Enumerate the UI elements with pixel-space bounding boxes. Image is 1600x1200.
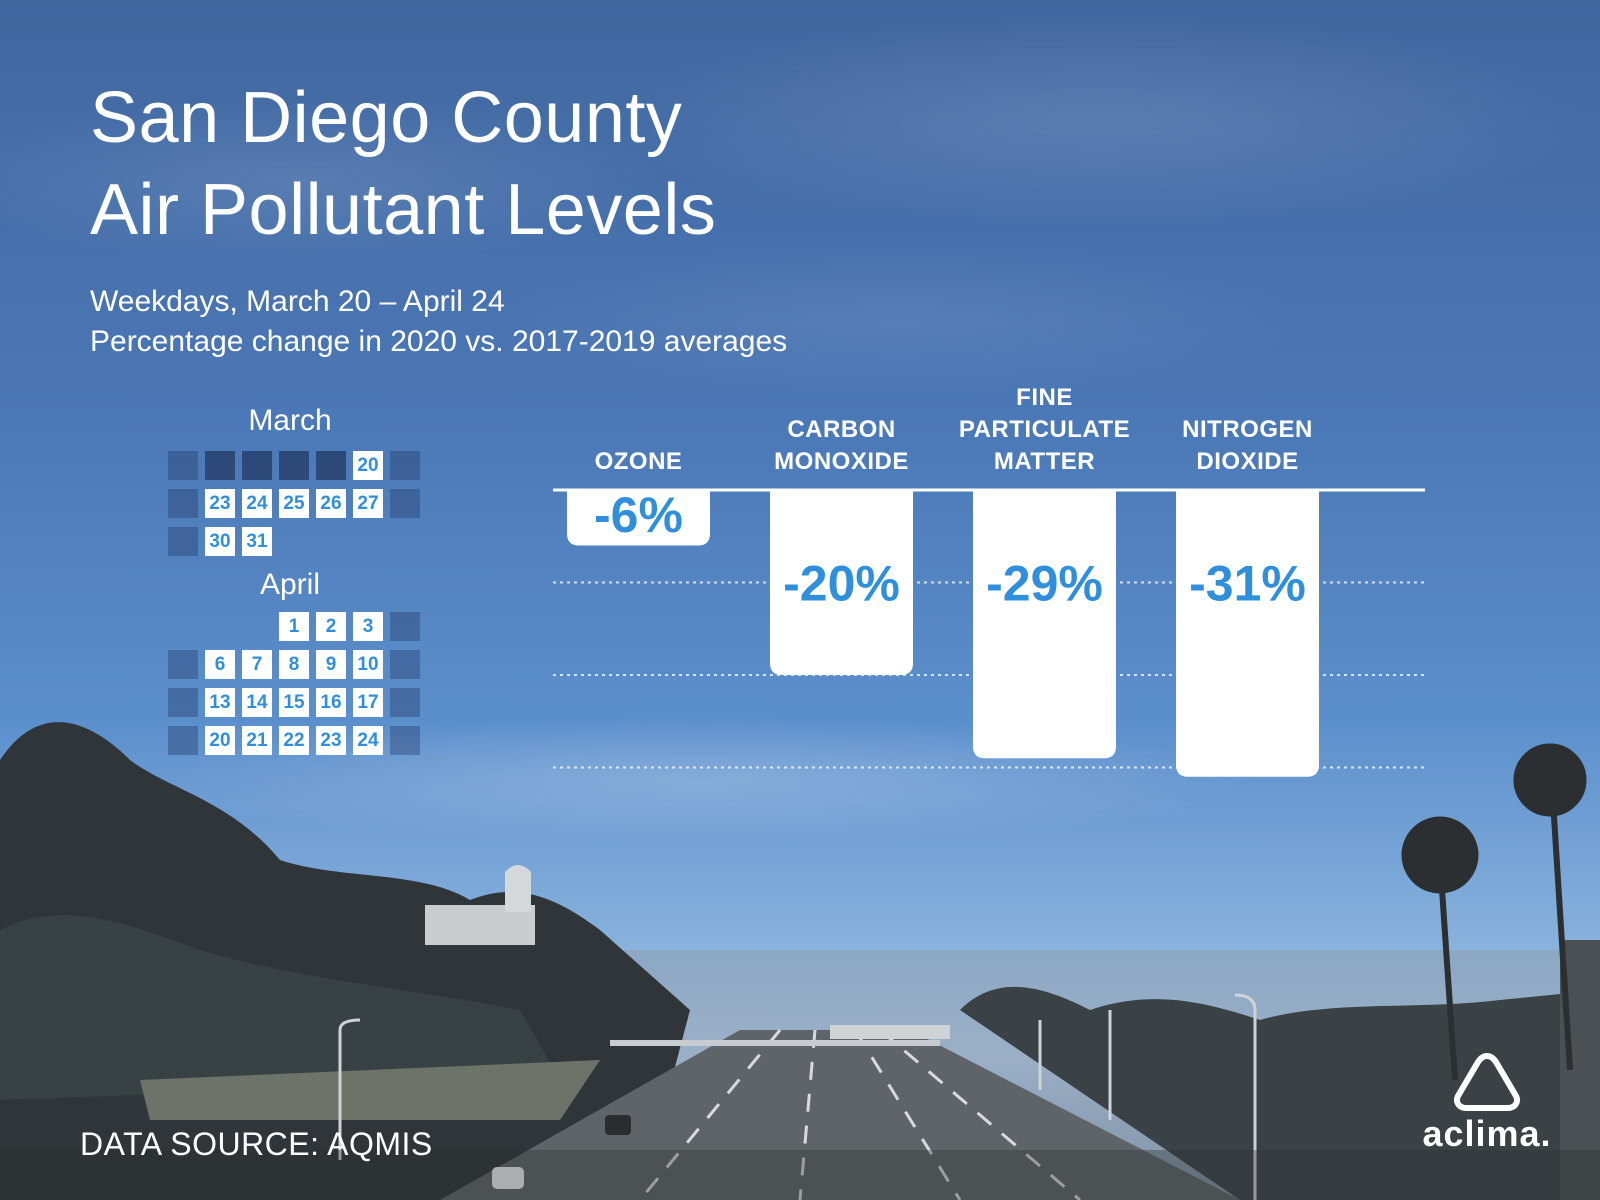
car	[492, 1167, 524, 1189]
calendar-day: 24	[353, 726, 383, 755]
rounded-triangle-icon	[1454, 1053, 1520, 1111]
data-source: DATA SOURCE: AQMIS	[80, 1126, 433, 1162]
bar	[567, 490, 710, 546]
calendar-weekend-cell	[390, 451, 420, 480]
brand-name: aclima.	[1422, 1113, 1552, 1154]
bar-value-label: -6%	[594, 487, 683, 543]
calendar-day: 20	[205, 726, 235, 755]
subtitle-line-1: Weekdays, March 20 – April 24	[90, 285, 505, 318]
calendar-grid-march: 20 23 24 25 26 27 30 31	[168, 451, 420, 556]
bar-category-label: FINE PARTICULATE MATTER	[950, 382, 1140, 478]
calendar-day: 7	[242, 650, 272, 679]
grass-median	[140, 1060, 600, 1120]
calendar-day: 27	[353, 489, 383, 518]
calendar-day: 21	[242, 726, 272, 755]
calendar-month-april: April	[259, 568, 320, 601]
bar-value-label: -31%	[1189, 556, 1306, 612]
calendar-day: 22	[279, 726, 309, 755]
palm-trees	[1401, 743, 1587, 1081]
bar-category-label-line: FINE	[1016, 384, 1073, 411]
calendar-day: 30	[205, 527, 235, 556]
calendar-day: 13	[205, 688, 235, 717]
bar-value-label: -20%	[783, 556, 900, 612]
calendar-weekend-cell	[168, 726, 198, 755]
bar-category-label: NITROGEN DIOXIDE	[1153, 414, 1343, 478]
brand-logo: aclima.	[1412, 1050, 1562, 1154]
page-title: San Diego County Air Pollutant Levels	[90, 72, 716, 256]
calendar-inactive-cell	[279, 451, 309, 480]
calendar-weekend-cell	[168, 451, 198, 480]
calendar-weekend-cell	[390, 489, 420, 518]
calendar-day: 15	[279, 688, 309, 717]
calendar-weekend-cell	[390, 612, 420, 641]
bar-category-label: OZONE	[544, 446, 734, 478]
calendar-day: 20	[353, 451, 383, 480]
calendar-day: 8	[279, 650, 309, 679]
calendar-grid-april: 1 2 3 6 7 8 9 10 13 14 15 16 17 20 21 22…	[168, 612, 420, 755]
bar	[1176, 490, 1319, 777]
calendar-inactive-cell	[205, 451, 235, 480]
bar-category-label-line: CARBON	[787, 416, 896, 443]
calendar-day: 17	[353, 688, 383, 717]
bar-category-label-line: NITROGEN	[1182, 416, 1313, 443]
calendar-day: 6	[205, 650, 235, 679]
calendar-day: 23	[205, 489, 235, 518]
bar-value-label: -29%	[986, 556, 1103, 612]
calendar-weekend-cell	[168, 688, 198, 717]
calendar-day: 2	[316, 612, 346, 641]
calendar-day: 3	[353, 612, 383, 641]
bar	[770, 490, 913, 675]
freeway-road	[440, 1030, 1240, 1200]
bar-category-label-line: PARTICULATE	[958, 416, 1131, 443]
calendar-weekend-cell	[168, 650, 198, 679]
bar	[973, 490, 1116, 759]
street-lights	[338, 993, 1257, 1200]
car	[605, 1115, 631, 1135]
bar-category-label-line: MONOXIDE	[774, 448, 909, 475]
calendar-weekend-cell	[390, 726, 420, 755]
title-line-1: San Diego County	[90, 78, 683, 158]
calendar-day: 23	[316, 726, 346, 755]
calendar-day: 1	[279, 612, 309, 641]
calendar-day: 16	[316, 688, 346, 717]
bar-category-label-line: DIOXIDE	[1196, 448, 1299, 475]
trees-right	[960, 986, 1600, 1200]
calendar-weekend-cell	[390, 688, 420, 717]
subtitle-line-2: Percentage change in 2020 vs. 2017-2019 …	[90, 325, 788, 358]
calendar-weekend-cell	[168, 489, 198, 518]
calendar-day: 25	[279, 489, 309, 518]
bar-category-label: CARBON MONOXIDE	[747, 414, 937, 478]
calendar-day: 24	[242, 489, 272, 518]
bar-category-label-line: OZONE	[594, 448, 683, 475]
title-line-2: Air Pollutant Levels	[90, 170, 717, 250]
sign-bridge	[610, 1040, 940, 1046]
calendar-day: 14	[242, 688, 272, 717]
calendar-day: 10	[353, 650, 383, 679]
calendar-day: 9	[316, 650, 346, 679]
calendar-day: 31	[242, 527, 272, 556]
bar-category-label-line: MATTER	[993, 448, 1096, 475]
subtitle: Weekdays, March 20 – April 24 Percentage…	[90, 282, 787, 362]
calendar-month-march: March	[248, 404, 332, 437]
calendar-inactive-cell	[242, 451, 272, 480]
calendar-weekend-cell	[168, 527, 198, 556]
calendar-inactive-cell	[316, 451, 346, 480]
calendar-day: 26	[316, 489, 346, 518]
calendar-weekend-cell	[390, 650, 420, 679]
